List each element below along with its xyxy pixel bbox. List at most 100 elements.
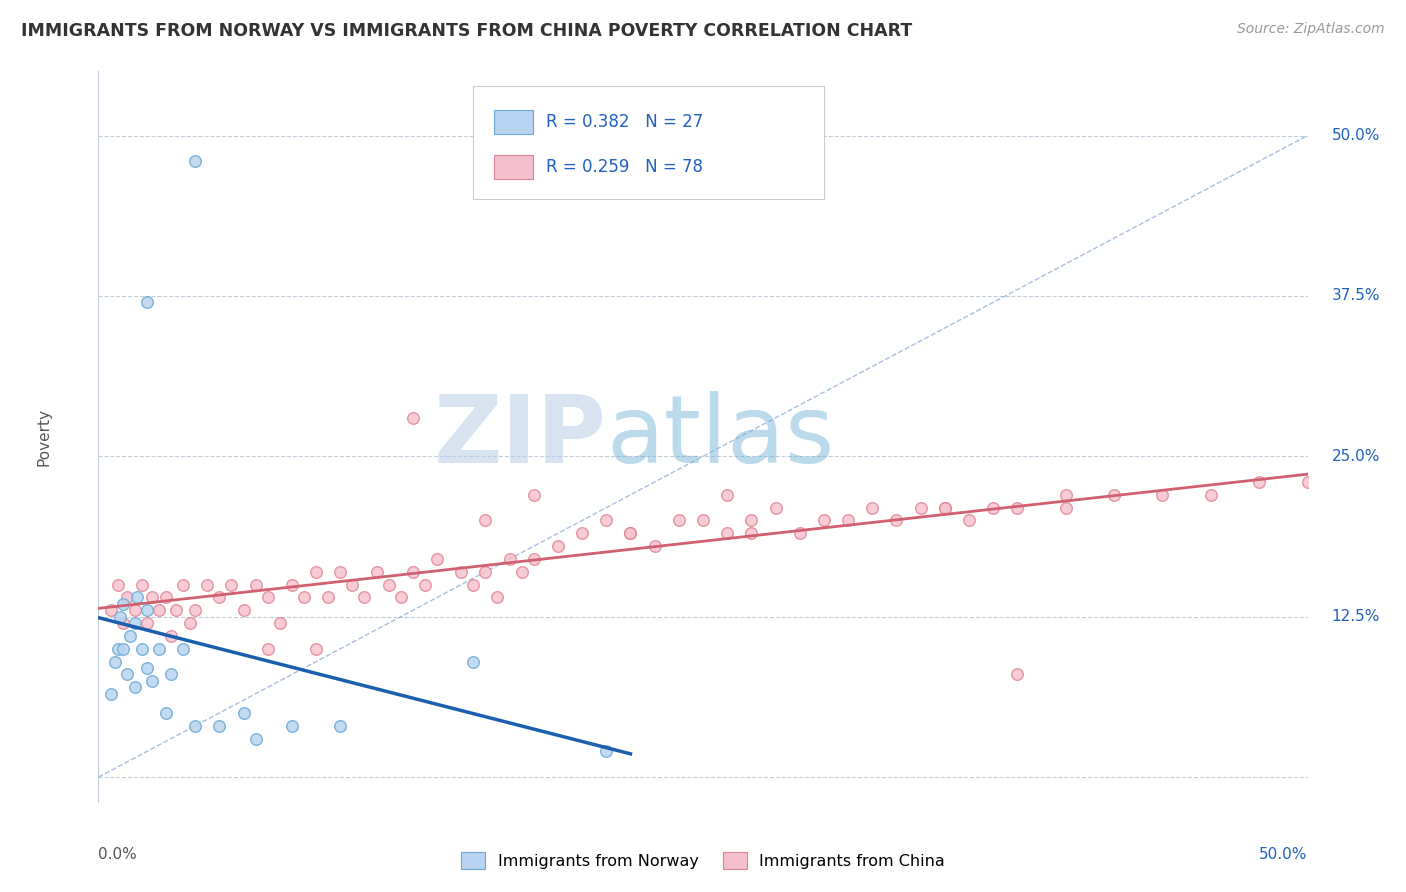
Point bbox=[100, 687, 122, 701]
Point bbox=[595, 744, 617, 758]
Point bbox=[208, 719, 231, 733]
Point bbox=[208, 591, 231, 605]
Point bbox=[523, 552, 546, 566]
Point bbox=[595, 514, 617, 528]
FancyBboxPatch shape bbox=[494, 110, 533, 134]
Point bbox=[221, 577, 243, 591]
Point bbox=[474, 565, 496, 579]
Point bbox=[281, 719, 304, 733]
Point bbox=[837, 514, 859, 528]
Point bbox=[148, 603, 170, 617]
Point bbox=[486, 591, 509, 605]
Point bbox=[172, 641, 194, 656]
Point bbox=[692, 514, 714, 528]
Point bbox=[316, 591, 339, 605]
Point bbox=[281, 577, 304, 591]
Text: atlas: atlas bbox=[606, 391, 835, 483]
Point bbox=[450, 565, 472, 579]
Point bbox=[813, 514, 835, 528]
Point bbox=[184, 719, 207, 733]
Text: R = 0.259   N = 78: R = 0.259 N = 78 bbox=[546, 158, 703, 177]
Point bbox=[111, 616, 134, 631]
Point bbox=[155, 591, 177, 605]
Point bbox=[1249, 475, 1271, 489]
Text: IMMIGRANTS FROM NORWAY VS IMMIGRANTS FROM CHINA POVERTY CORRELATION CHART: IMMIGRANTS FROM NORWAY VS IMMIGRANTS FRO… bbox=[21, 22, 912, 40]
Text: R = 0.382   N = 27: R = 0.382 N = 27 bbox=[546, 112, 703, 131]
Point bbox=[135, 616, 157, 631]
Point bbox=[413, 577, 436, 591]
Point bbox=[1054, 488, 1077, 502]
Point bbox=[329, 719, 352, 733]
Point bbox=[184, 154, 207, 169]
Point bbox=[1007, 667, 1029, 681]
Point bbox=[269, 616, 291, 631]
Point bbox=[292, 591, 315, 605]
Point bbox=[389, 591, 412, 605]
Point bbox=[1102, 488, 1125, 502]
Point bbox=[1054, 500, 1077, 515]
Point bbox=[342, 577, 364, 591]
Point bbox=[716, 488, 738, 502]
Point bbox=[124, 616, 146, 631]
Point bbox=[353, 591, 375, 605]
Point bbox=[463, 577, 485, 591]
Point bbox=[135, 603, 157, 617]
Point bbox=[195, 577, 218, 591]
Point bbox=[463, 655, 485, 669]
Point bbox=[886, 514, 908, 528]
Point bbox=[498, 552, 520, 566]
Point bbox=[117, 667, 139, 681]
Text: 50.0%: 50.0% bbox=[1331, 128, 1381, 143]
Point bbox=[245, 731, 267, 746]
Point bbox=[107, 641, 129, 656]
Point bbox=[716, 526, 738, 541]
Point bbox=[910, 500, 932, 515]
Point bbox=[148, 641, 170, 656]
Point bbox=[1007, 500, 1029, 515]
Point bbox=[117, 591, 139, 605]
Point bbox=[619, 526, 641, 541]
Text: ZIP: ZIP bbox=[433, 391, 606, 483]
Text: 0.0%: 0.0% bbox=[98, 847, 138, 862]
Point bbox=[124, 681, 146, 695]
Point bbox=[668, 514, 690, 528]
Point bbox=[547, 539, 569, 553]
Point bbox=[957, 514, 980, 528]
Point bbox=[108, 609, 131, 624]
Point bbox=[135, 295, 157, 310]
Point bbox=[860, 500, 883, 515]
Point bbox=[934, 500, 956, 515]
Point bbox=[366, 565, 388, 579]
Legend: Immigrants from Norway, Immigrants from China: Immigrants from Norway, Immigrants from … bbox=[454, 846, 952, 875]
Text: 12.5%: 12.5% bbox=[1331, 609, 1381, 624]
Text: 50.0%: 50.0% bbox=[1260, 847, 1308, 862]
Point bbox=[256, 591, 278, 605]
Point bbox=[111, 641, 134, 656]
Point bbox=[571, 526, 593, 541]
Point bbox=[305, 641, 328, 656]
Point bbox=[377, 577, 399, 591]
Point bbox=[644, 539, 666, 553]
Point bbox=[155, 706, 177, 720]
Point bbox=[131, 641, 153, 656]
Point bbox=[172, 577, 194, 591]
Point bbox=[104, 655, 127, 669]
Point bbox=[1296, 475, 1319, 489]
Point bbox=[474, 514, 496, 528]
Point bbox=[131, 577, 153, 591]
FancyBboxPatch shape bbox=[474, 86, 824, 200]
Point bbox=[305, 565, 328, 579]
Point bbox=[160, 629, 183, 643]
Point bbox=[184, 603, 207, 617]
Text: Source: ZipAtlas.com: Source: ZipAtlas.com bbox=[1237, 22, 1385, 37]
Point bbox=[141, 673, 163, 688]
Point bbox=[740, 514, 762, 528]
Point bbox=[107, 577, 129, 591]
Point bbox=[232, 603, 254, 617]
Point bbox=[329, 565, 352, 579]
Point bbox=[523, 488, 546, 502]
Point bbox=[934, 500, 956, 515]
Point bbox=[232, 706, 254, 720]
Point bbox=[141, 591, 163, 605]
Point bbox=[789, 526, 811, 541]
